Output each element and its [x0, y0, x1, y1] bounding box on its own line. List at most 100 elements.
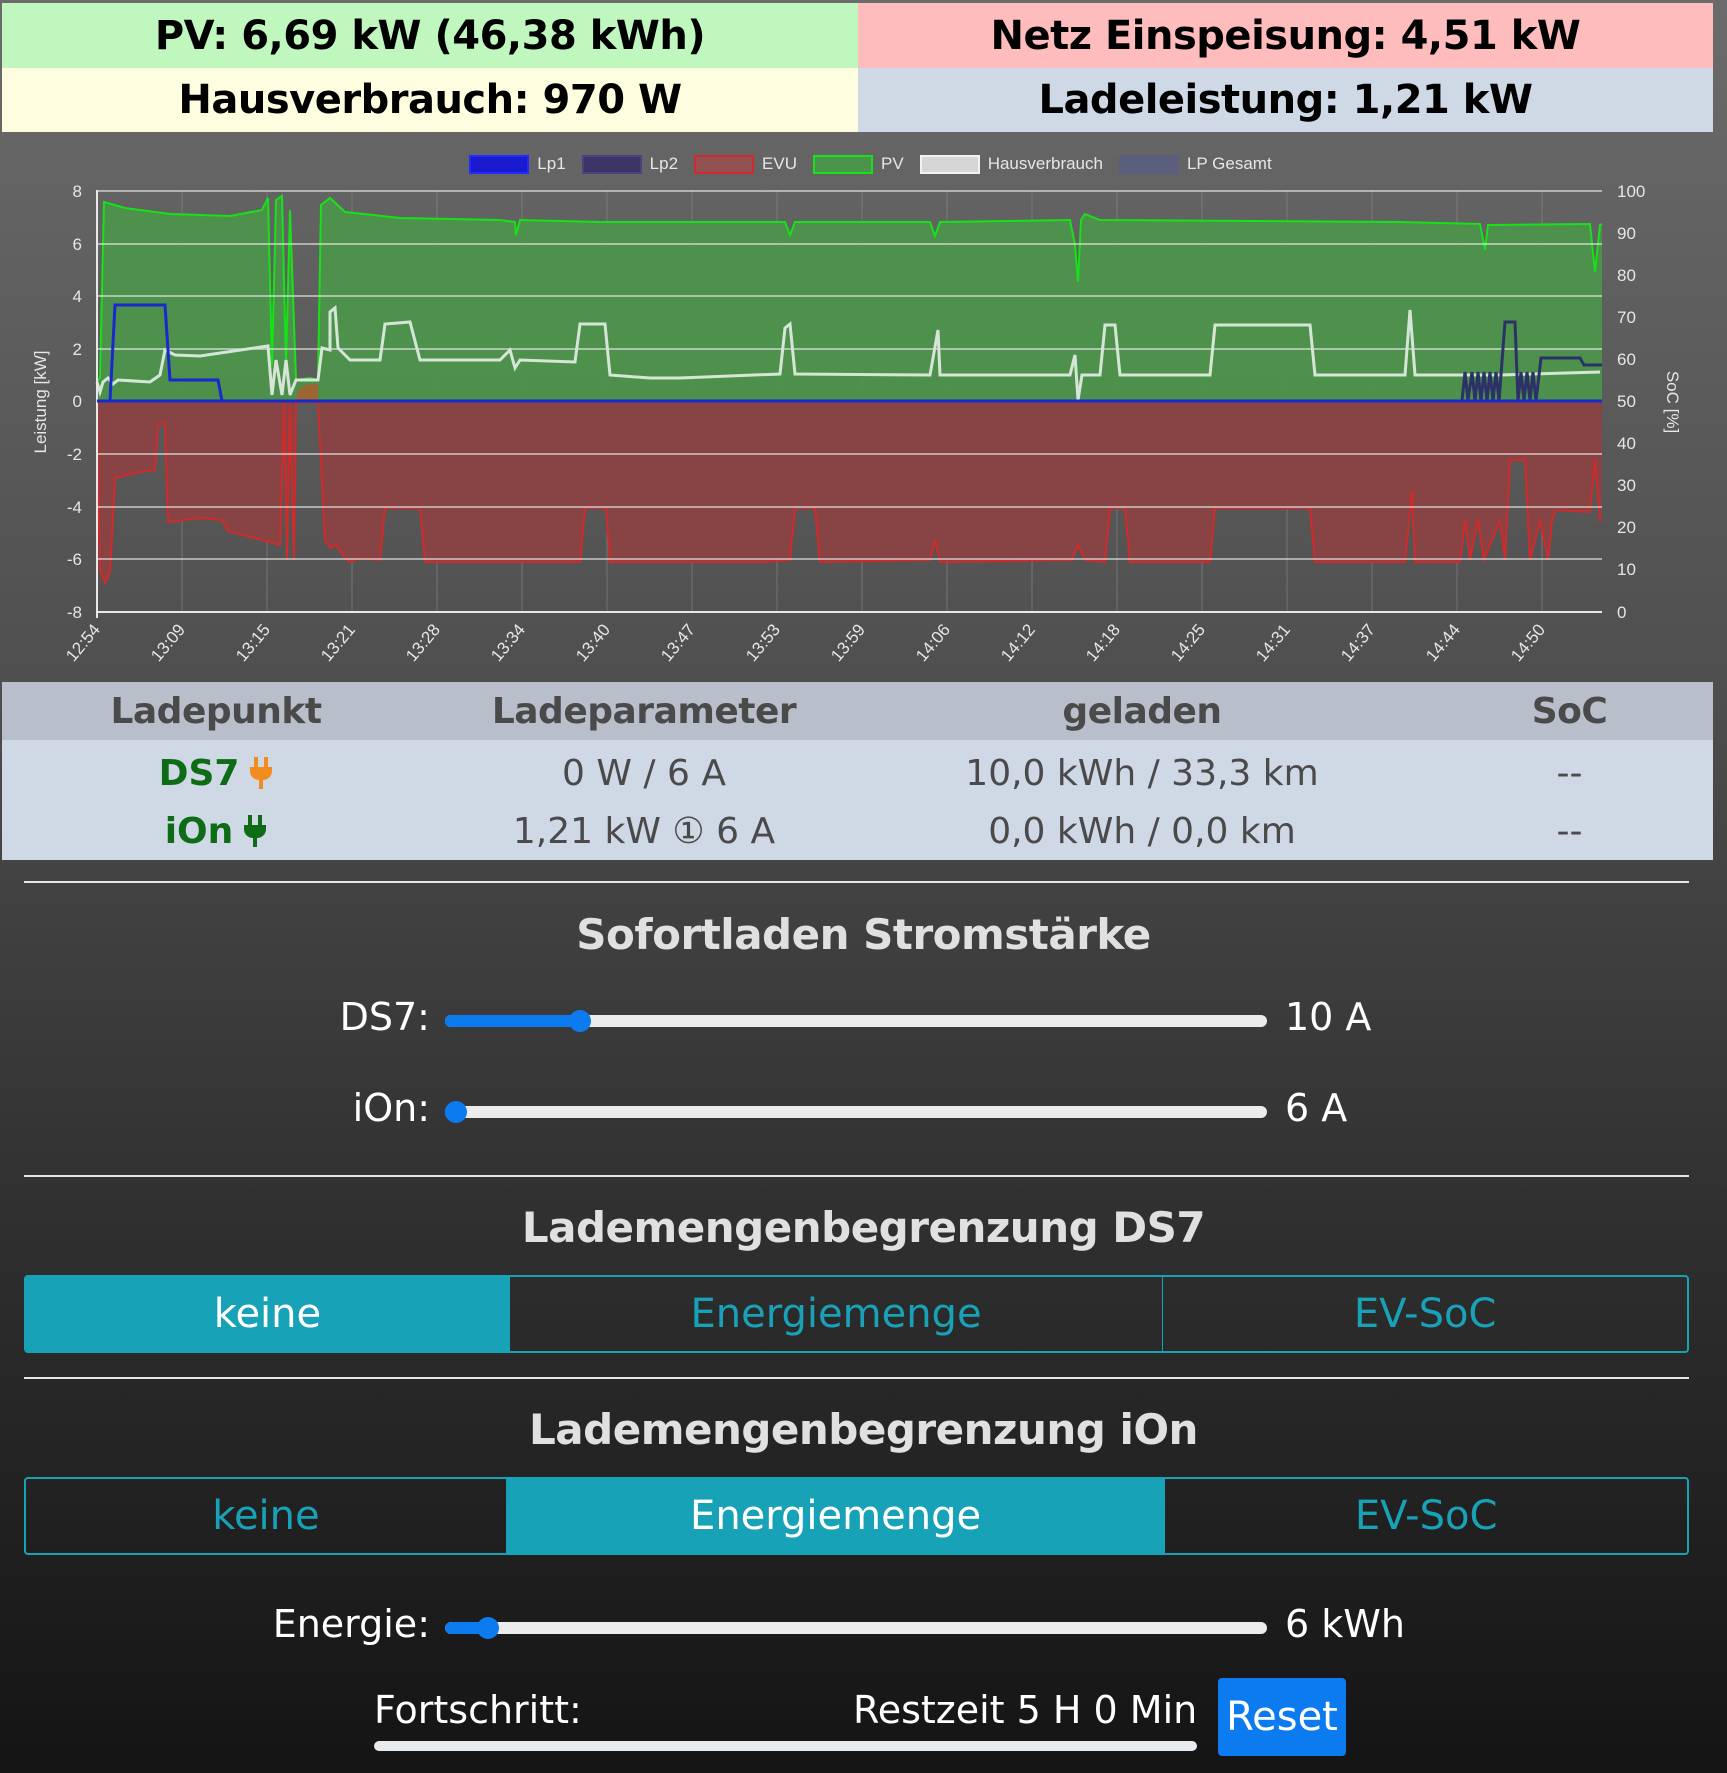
limit-ds7-evsoc-button[interactable]: EV-SoC: [1353, 1291, 1497, 1337]
limit-ds7-keine-button[interactable]: keine: [26, 1277, 510, 1351]
svg-text:13:47: 13:47: [657, 620, 699, 665]
legend-swatch-icon: [694, 154, 755, 174]
house-consumption-status: Hausverbrauch: 970 W: [2, 68, 858, 132]
svg-text:14:25: 14:25: [1167, 620, 1209, 665]
svg-text:2: 2: [73, 340, 82, 359]
svg-text:50: 50: [1617, 392, 1636, 411]
sofortladen-title: Sofortladen Stromstärke: [576, 910, 1151, 959]
svg-text:14:44: 14:44: [1422, 620, 1464, 665]
table-row[interactable]: iOn 1,21 kW ① 6 A 0,0 kWh / 0,0 km --: [2, 802, 1713, 860]
legend-item-lp1[interactable]: Lp1: [469, 154, 566, 174]
limit-ion-energiemenge-button[interactable]: Energiemenge: [506, 1479, 1166, 1553]
svg-text:60: 60: [1617, 350, 1636, 369]
charged-amount: 10,0 kWh / 33,3 km: [965, 752, 1319, 794]
svg-text:40: 40: [1617, 434, 1636, 453]
limit-ds7-energiemenge-button[interactable]: Energiemenge: [510, 1277, 1164, 1351]
progress-bar: [374, 1741, 1197, 1751]
svg-text:14:50: 14:50: [1507, 620, 1549, 665]
svg-text:10: 10: [1617, 560, 1636, 579]
svg-text:13:59: 13:59: [827, 620, 869, 665]
soc-value: --: [1556, 752, 1583, 794]
status-header: PV: 6,69 kW (46,38 kWh) Netz Einspeisung…: [2, 3, 1713, 132]
limit-ion-title: Lademengenbegrenzung iOn: [529, 1405, 1198, 1454]
slider-thumb[interactable]: [445, 1101, 467, 1123]
charge-point-table: Ladepunkt Ladeparameter geladen SoC DS7 …: [2, 682, 1713, 860]
energy-slider[interactable]: [445, 1617, 1267, 1639]
column-header-ladeparameter: Ladeparameter: [491, 690, 797, 732]
charging-power-status: Ladeleistung: 1,21 kW: [858, 68, 1713, 132]
svg-text:6: 6: [73, 235, 82, 254]
charged-amount: 0,0 kWh / 0,0 km: [988, 810, 1296, 852]
svg-text:30: 30: [1617, 476, 1636, 495]
legend-swatch-icon: [581, 154, 642, 174]
legend-item-lp-gesamt[interactable]: LP Gesamt: [1118, 154, 1272, 174]
ds7-current-slider[interactable]: [445, 1010, 1267, 1032]
charge-parameter: 0 W / 6 A: [562, 752, 726, 794]
slider-thumb[interactable]: [569, 1010, 591, 1032]
charge-parameter: 1,21 kW ① 6 A: [512, 810, 776, 852]
progress-label: Fortschritt:: [374, 1688, 582, 1732]
reset-button[interactable]: Reset: [1218, 1678, 1346, 1756]
remaining-time: Restzeit 5 H 0 Min: [853, 1688, 1198, 1732]
table-header: Ladepunkt Ladeparameter geladen SoC: [2, 682, 1713, 740]
column-header-geladen: geladen: [1062, 690, 1222, 732]
legend-swatch-icon: [1118, 154, 1179, 174]
svg-text:-2: -2: [67, 445, 82, 464]
slider-thumb[interactable]: [477, 1617, 499, 1639]
chart-legend: Lp1 Lp2 EVU PV Hausverbrauch LP Gesamt: [0, 154, 1727, 174]
pv-status: PV: 6,69 kW (46,38 kWh): [2, 3, 858, 68]
plug-icon: [250, 757, 273, 789]
legend-item-pv[interactable]: PV: [813, 154, 904, 174]
svg-text:100: 100: [1617, 182, 1645, 201]
soc-value: --: [1556, 810, 1583, 852]
svg-text:70: 70: [1617, 308, 1636, 327]
svg-text:-6: -6: [67, 550, 82, 569]
svg-text:-8: -8: [67, 603, 82, 622]
limit-ds7-options: keine Energiemenge EV-SoC: [24, 1275, 1689, 1353]
column-header-soc: SoC: [1531, 690, 1608, 732]
svg-text:-4: -4: [67, 498, 82, 517]
svg-text:4: 4: [73, 287, 82, 306]
ion-current-slider[interactable]: [445, 1101, 1267, 1123]
column-header-ladepunkt: Ladepunkt: [110, 690, 322, 732]
plug-icon: [244, 815, 267, 847]
legend-item-evu[interactable]: EVU: [694, 154, 797, 174]
divider: [24, 1175, 1689, 1177]
limit-ion-evsoc-button[interactable]: EV-SoC: [1354, 1493, 1498, 1539]
svg-text:13:34: 13:34: [487, 620, 529, 665]
limit-ion-options: keine Energiemenge EV-SoC: [24, 1477, 1689, 1555]
svg-text:80: 80: [1617, 266, 1636, 285]
divider: [24, 1377, 1689, 1379]
svg-text:0: 0: [1617, 603, 1626, 622]
chart-plot-area: 8 6 4 2 0 -2 -4 -6 -8 Leistung [kW] 100 …: [31, 182, 1682, 665]
legend-swatch-icon: [813, 154, 873, 174]
svg-text:12:54: 12:54: [62, 620, 104, 665]
svg-text:14:18: 14:18: [1082, 620, 1124, 665]
svg-text:13:21: 13:21: [317, 620, 359, 665]
svg-text:13:09: 13:09: [147, 620, 189, 665]
ds7-current-slider-row: DS7: 10 A: [339, 995, 1372, 1039]
svg-text:14:37: 14:37: [1337, 620, 1379, 665]
legend-swatch-icon: [919, 154, 980, 174]
svg-text:0: 0: [73, 392, 82, 411]
svg-text:8: 8: [73, 182, 82, 201]
svg-text:14:12: 14:12: [997, 620, 1039, 665]
legend-swatch-icon: [469, 154, 530, 174]
table-row[interactable]: DS7 0 W / 6 A 10,0 kWh / 33,3 km --: [2, 744, 1713, 802]
chargepoint-name[interactable]: DS7: [2, 753, 430, 794]
ion-current-slider-row: iOn: 6 A: [352, 1086, 1348, 1130]
svg-text:13:40: 13:40: [572, 620, 614, 665]
power-chart: Lp1 Lp2 EVU PV Hausverbrauch LP Gesamt: [0, 140, 1727, 680]
svg-text:13:15: 13:15: [232, 620, 274, 665]
legend-item-lp2[interactable]: Lp2: [581, 154, 678, 174]
legend-item-hausverbrauch[interactable]: Hausverbrauch: [919, 154, 1103, 174]
svg-text:90: 90: [1617, 224, 1636, 243]
svg-text:20: 20: [1617, 518, 1636, 537]
svg-text:14:31: 14:31: [1252, 620, 1294, 665]
y-axis-label-left: Leistung [kW]: [31, 351, 50, 454]
energy-slider-row: Energie: 6 kWh: [272, 1602, 1405, 1646]
divider: [24, 881, 1689, 883]
svg-text:14:06: 14:06: [912, 620, 954, 665]
chargepoint-name[interactable]: iOn: [2, 811, 430, 852]
limit-ion-keine-button[interactable]: keine: [26, 1479, 507, 1553]
